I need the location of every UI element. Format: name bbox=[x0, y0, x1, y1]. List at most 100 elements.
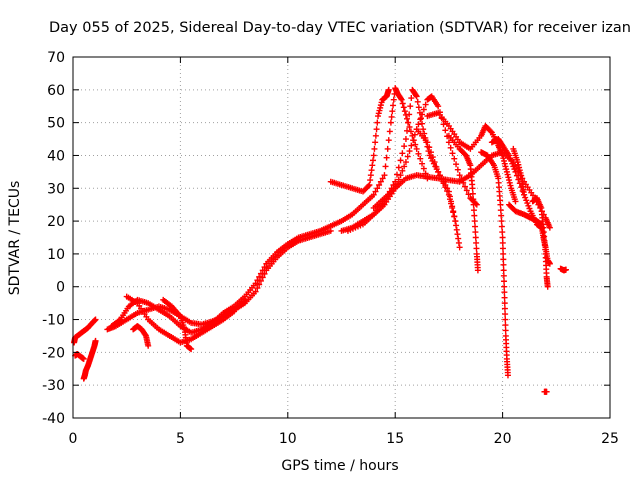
series-evening-arc-1 bbox=[327, 86, 392, 195]
data-point bbox=[408, 142, 415, 149]
data-point bbox=[499, 234, 506, 241]
y-tick-label: 70 bbox=[47, 50, 65, 66]
data-point bbox=[410, 137, 417, 144]
data-point bbox=[440, 180, 447, 187]
x-tick-label: 20 bbox=[494, 431, 512, 447]
data-point bbox=[512, 168, 519, 175]
data-point bbox=[257, 277, 264, 284]
data-point bbox=[516, 167, 523, 174]
data-point bbox=[397, 172, 404, 179]
data-point bbox=[377, 104, 384, 111]
series-night-drop-1 bbox=[478, 149, 511, 379]
data-point bbox=[428, 149, 434, 156]
data-point bbox=[497, 207, 504, 214]
data-point bbox=[500, 256, 507, 263]
data-point bbox=[370, 157, 377, 164]
data-point bbox=[450, 209, 457, 216]
series-morning-drop bbox=[80, 337, 99, 382]
data-point bbox=[400, 104, 407, 111]
data-point bbox=[408, 95, 415, 102]
data-point bbox=[502, 327, 509, 334]
data-point bbox=[257, 270, 264, 277]
data-point bbox=[252, 288, 259, 295]
data-point bbox=[415, 121, 422, 128]
data-point bbox=[374, 185, 381, 192]
data-point bbox=[404, 127, 411, 134]
data-point bbox=[80, 355, 87, 362]
data-point bbox=[452, 218, 459, 225]
data-point bbox=[546, 224, 553, 231]
data-point bbox=[401, 143, 408, 150]
data-point bbox=[514, 159, 521, 166]
data-point bbox=[259, 267, 266, 274]
data-point bbox=[499, 229, 506, 236]
series-morning-band-c bbox=[123, 293, 248, 346]
data-point bbox=[501, 283, 508, 290]
data-point bbox=[92, 316, 99, 323]
data-point bbox=[402, 159, 409, 166]
data-point bbox=[372, 139, 379, 146]
data-point bbox=[454, 231, 461, 238]
series-isolated-late bbox=[557, 265, 569, 274]
data-point bbox=[405, 119, 412, 126]
data-point bbox=[395, 164, 402, 171]
data-point bbox=[454, 166, 461, 173]
data-point bbox=[399, 150, 406, 157]
data-point bbox=[241, 296, 248, 303]
data-point bbox=[499, 152, 506, 159]
data-point bbox=[261, 264, 268, 271]
data-point bbox=[429, 154, 436, 161]
data-point bbox=[438, 176, 445, 183]
data-point bbox=[446, 196, 453, 203]
data-point bbox=[497, 201, 504, 208]
data-point bbox=[406, 124, 413, 131]
data-point bbox=[498, 223, 505, 230]
data-point bbox=[507, 155, 514, 162]
data-point bbox=[502, 322, 509, 329]
data-point bbox=[522, 194, 529, 201]
data-point bbox=[449, 150, 456, 157]
data-point bbox=[436, 172, 443, 179]
data-point bbox=[456, 244, 463, 251]
data-point bbox=[384, 145, 391, 152]
data-point bbox=[498, 218, 505, 225]
data-point bbox=[447, 144, 454, 151]
data-point bbox=[509, 160, 516, 167]
data-point bbox=[375, 110, 382, 117]
data-point bbox=[442, 127, 449, 134]
data-point bbox=[419, 160, 426, 167]
data-layer bbox=[71, 85, 569, 395]
data-point bbox=[504, 372, 511, 379]
data-point bbox=[383, 154, 390, 161]
data-point bbox=[510, 163, 517, 170]
data-point bbox=[471, 212, 478, 219]
data-point bbox=[415, 150, 422, 157]
data-point bbox=[433, 163, 440, 170]
data-point bbox=[419, 111, 426, 118]
data-point bbox=[252, 280, 259, 287]
data-point bbox=[367, 172, 374, 179]
data-point bbox=[401, 163, 408, 170]
data-point bbox=[254, 277, 261, 284]
data-point bbox=[511, 166, 518, 173]
data-point bbox=[455, 235, 462, 242]
data-point bbox=[500, 250, 507, 257]
data-point bbox=[385, 86, 392, 93]
data-point bbox=[505, 174, 512, 181]
series-isolated-low bbox=[541, 388, 550, 395]
data-point bbox=[256, 273, 263, 280]
data-point bbox=[412, 92, 419, 99]
y-tick-label: 20 bbox=[47, 214, 65, 230]
data-point bbox=[524, 200, 531, 207]
data-point bbox=[424, 139, 431, 146]
x-tick-label: 5 bbox=[176, 431, 185, 447]
data-point bbox=[470, 201, 477, 208]
data-point bbox=[455, 239, 462, 246]
data-point bbox=[370, 191, 377, 198]
data-point bbox=[402, 136, 409, 143]
data-point bbox=[470, 196, 477, 203]
series-early-morning-low bbox=[71, 316, 99, 346]
data-point bbox=[444, 188, 451, 195]
